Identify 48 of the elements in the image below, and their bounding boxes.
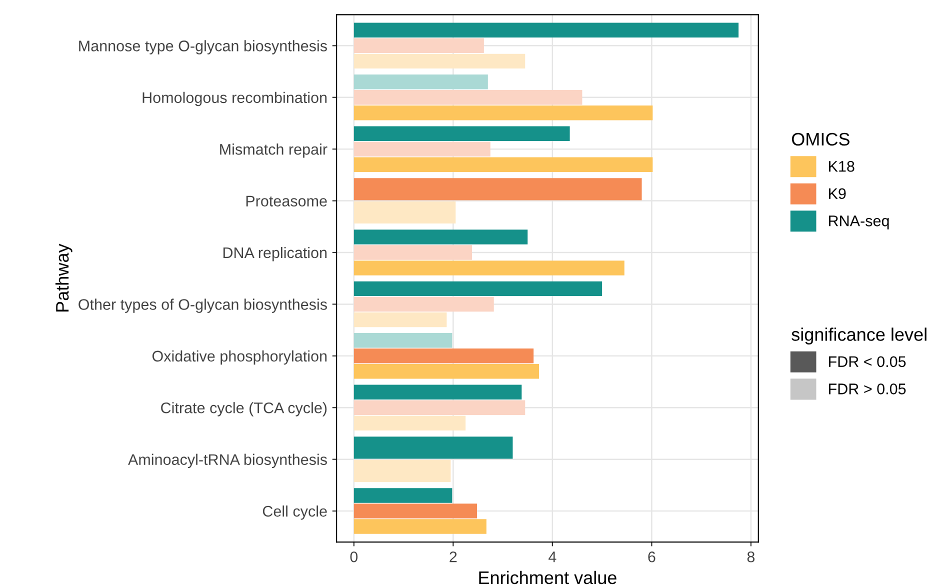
bar — [354, 74, 488, 90]
bar — [354, 384, 522, 400]
bar — [354, 22, 739, 38]
bar — [354, 312, 447, 328]
bar — [354, 54, 526, 69]
legend-label: RNA-seq — [829, 216, 889, 230]
y-tick-label: Cell cycle — [262, 505, 327, 520]
y-tick-label: Mismatch repair — [220, 144, 328, 158]
bar — [354, 504, 477, 518]
legend-label: K9 — [829, 188, 846, 200]
x-tick-label: 8 — [747, 551, 755, 562]
bar — [354, 488, 452, 503]
bar — [354, 400, 526, 415]
y-tick-label: Proteasome — [246, 196, 327, 206]
bar — [354, 142, 490, 156]
bar — [354, 245, 472, 260]
legend-title: OMICS — [792, 132, 850, 146]
x-tick-label: 2 — [450, 551, 457, 562]
text: significance level — [792, 328, 926, 344]
bar — [354, 519, 486, 534]
text: FDR > 0.05 — [829, 384, 906, 394]
text: FDR < 0.05 — [829, 356, 906, 368]
x-tick-label: 0 — [350, 551, 358, 562]
bar — [354, 126, 570, 141]
bar — [354, 348, 534, 364]
bar — [354, 416, 466, 430]
bar — [354, 90, 582, 105]
bar — [354, 38, 484, 54]
bar — [354, 260, 624, 276]
y-axis-title: Pathway — [55, 244, 72, 312]
y-tick-label: Homologous recombination — [142, 92, 327, 106]
bar — [354, 296, 494, 312]
y-tick-label: Aminoacyl-tRNA biosynthesis — [128, 454, 327, 468]
y-tick-label: Oxidative phosphorylation — [152, 350, 327, 365]
bar — [354, 281, 602, 296]
y-tick-label: DNA replication — [223, 246, 327, 262]
bar — [354, 157, 653, 172]
x-tick-label: 6 — [648, 551, 656, 562]
bar — [354, 364, 540, 379]
y-tick-label: Mannose type O-glycan biosynthesis — [79, 40, 327, 54]
bar — [354, 333, 452, 348]
legend-label: K18 — [829, 160, 854, 172]
bar — [354, 106, 653, 120]
x-axis-title: Enrichment value — [479, 570, 616, 584]
y-tick-label: Other types of O-glycan biosynthesis — [78, 298, 327, 313]
y-tick-label: Citrate cycle (TCA cycle) — [161, 402, 327, 416]
x-tick-label: 4 — [548, 552, 556, 562]
bar — [354, 230, 528, 244]
